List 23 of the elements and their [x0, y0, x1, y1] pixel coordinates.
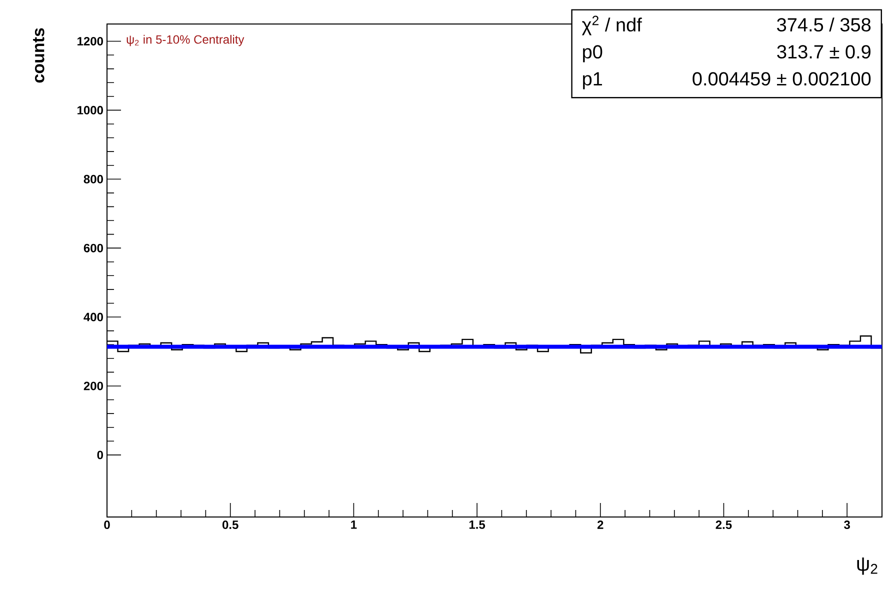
x-tick-label: 1.5 [469, 520, 486, 529]
y-tick-label: 1200 [78, 36, 103, 46]
annotation: χ$^{2}$ / ndf [582, 16, 642, 36]
annotation: 374.5 / 358 [777, 18, 871, 32]
y-tick-label: 800 [84, 174, 103, 184]
x-tick-label: 1 [351, 520, 357, 529]
y-tick-label: 0 [97, 450, 103, 460]
x-tick-label: 0 [104, 520, 110, 530]
y-axis-title: counts [33, 28, 44, 83]
x-tick-label: 3 [844, 520, 850, 530]
x-tick-label: 2 [597, 520, 604, 529]
y-tick-label: 400 [84, 312, 103, 322]
y-tick-label: 200 [84, 382, 103, 390]
x-axis-title: ψ$_{2}$ [857, 558, 878, 575]
annotation: 0.004459 ± 0.002100 [692, 72, 871, 86]
text: ψ$_{2}$ in 5-10% Centrality [126, 34, 244, 46]
x-tick-label: 0.5 [222, 520, 238, 530]
annotation: 313.7 ± 0.9 [777, 45, 870, 59]
x-tick-label: 2.5 [716, 520, 732, 530]
annotation: p1 [583, 72, 602, 90]
annotation: p0 [583, 45, 602, 62]
y-tick-label: 600 [84, 244, 103, 252]
y-tick-label: 1000 [78, 106, 103, 114]
